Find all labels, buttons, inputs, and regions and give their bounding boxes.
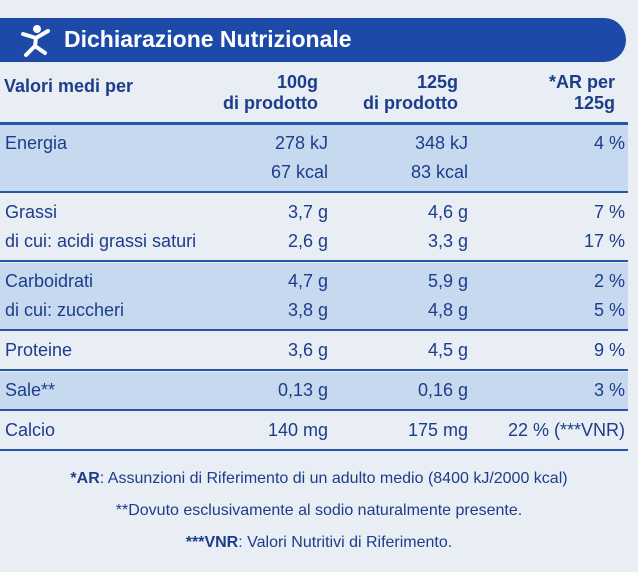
separator <box>0 449 628 451</box>
column-header: 125g <box>573 93 615 113</box>
title: Dichiarazione Nutrizionale <box>64 26 352 52</box>
separator <box>0 122 628 125</box>
row-label: Proteine <box>5 340 73 360</box>
row-label: di cui: acidi grassi saturi <box>5 231 197 251</box>
footnote-key: ***VNR <box>185 534 239 551</box>
value-cell: 3,3 g <box>427 231 468 251</box>
row-label: Grassi <box>5 202 58 222</box>
value-cell: 4,8 g <box>427 300 468 320</box>
value-cell: 67 kcal <box>270 162 328 182</box>
value-cell: 140 mg <box>267 420 328 440</box>
value-cell: 4,5 g <box>427 340 468 360</box>
separator <box>0 260 628 262</box>
separator <box>0 191 628 193</box>
row-label: Energia <box>5 133 68 153</box>
footnote-text: **Dovuto esclusivamente al sodio natural… <box>115 502 523 519</box>
value-cell: 3 % <box>593 380 625 400</box>
value-cell: 3,7 g <box>287 202 328 222</box>
person-icon <box>21 25 50 57</box>
column-header: *AR per <box>548 72 615 92</box>
row-label: Carboidrati <box>5 271 94 291</box>
row-shading <box>0 125 628 191</box>
value-cell: 2 % <box>593 271 625 291</box>
column-header: 100g <box>276 72 318 92</box>
row-label: di cui: zuccheri <box>5 300 125 320</box>
separator <box>0 329 628 331</box>
row-label: Sale** <box>5 380 56 400</box>
column-header: di prodotto <box>223 93 318 113</box>
footnote: ***VNR: Valori Nutritivi di Riferimento. <box>0 534 638 552</box>
value-cell: 4 % <box>593 133 625 153</box>
value-cell: 175 mg <box>407 420 468 440</box>
value-cell: 0,13 g <box>277 380 328 400</box>
footnote-text: : Valori Nutritivi di Riferimento. <box>238 534 453 551</box>
row-shading <box>0 263 628 329</box>
value-cell: 17 % <box>583 231 625 251</box>
value-cell: 0,16 g <box>417 380 468 400</box>
value-cell: 22 % (***VNR) <box>507 420 625 440</box>
column-header: 125g <box>416 72 458 92</box>
column-header: Valori medi per <box>4 76 134 96</box>
footnote: *AR: Assunzioni di Riferimento di un adu… <box>0 470 638 488</box>
footnote-key: *AR <box>70 470 100 487</box>
value-cell: 4,7 g <box>287 271 328 291</box>
footnote: **Dovuto esclusivamente al sodio natural… <box>0 502 638 520</box>
value-cell: 83 kcal <box>410 162 468 182</box>
value-cell: 7 % <box>593 202 625 222</box>
separator <box>0 409 628 411</box>
row-shading <box>0 372 628 409</box>
value-cell: 4,6 g <box>427 202 468 222</box>
row-label: Calcio <box>5 420 56 440</box>
value-cell: 348 kJ <box>414 133 468 153</box>
value-cell: 3,8 g <box>287 300 328 320</box>
footnote-text: : Assunzioni di Riferimento di un adulto… <box>99 470 568 487</box>
value-cell: 2,6 g <box>287 231 328 251</box>
value-cell: 3,6 g <box>287 340 328 360</box>
value-cell: 5 % <box>593 300 625 320</box>
value-cell: 9 % <box>593 340 625 360</box>
column-header: di prodotto <box>363 93 458 113</box>
separator <box>0 369 628 371</box>
title-bar <box>0 18 626 62</box>
value-cell: 278 kJ <box>274 133 328 153</box>
value-cell: 5,9 g <box>427 271 468 291</box>
